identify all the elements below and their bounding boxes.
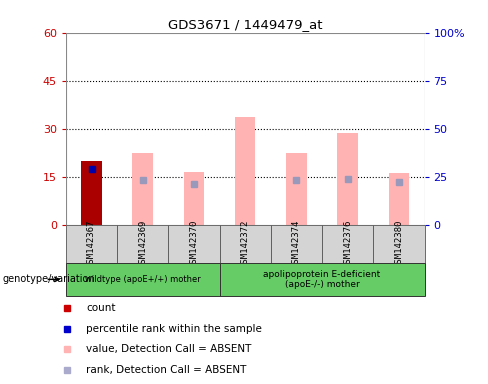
Bar bbox=[117, 225, 168, 263]
Text: value, Detection Call = ABSENT: value, Detection Call = ABSENT bbox=[86, 344, 252, 354]
Bar bbox=[235, 118, 256, 225]
Text: GSM142372: GSM142372 bbox=[241, 220, 250, 268]
Bar bbox=[66, 225, 117, 263]
Bar bbox=[271, 225, 322, 263]
Text: GSM142370: GSM142370 bbox=[189, 220, 199, 268]
Bar bbox=[373, 225, 425, 263]
Bar bbox=[220, 263, 425, 296]
Bar bbox=[286, 153, 307, 225]
Text: apolipoprotein E-deficient
(apoE-/-) mother: apolipoprotein E-deficient (apoE-/-) mot… bbox=[264, 270, 381, 289]
Bar bbox=[220, 225, 271, 263]
Text: GSM142380: GSM142380 bbox=[394, 220, 404, 268]
Text: wildtype (apoE+/+) mother: wildtype (apoE+/+) mother bbox=[85, 275, 201, 284]
Text: rank, Detection Call = ABSENT: rank, Detection Call = ABSENT bbox=[86, 365, 247, 375]
Text: GSM142369: GSM142369 bbox=[138, 220, 147, 268]
Text: count: count bbox=[86, 303, 116, 313]
Bar bbox=[66, 263, 220, 296]
Bar bbox=[168, 225, 220, 263]
Bar bbox=[389, 174, 409, 225]
Text: GSM142376: GSM142376 bbox=[343, 220, 352, 268]
Bar bbox=[184, 172, 204, 225]
Text: GSM142367: GSM142367 bbox=[87, 220, 96, 268]
Text: percentile rank within the sample: percentile rank within the sample bbox=[86, 324, 262, 334]
Bar bbox=[322, 225, 373, 263]
Title: GDS3671 / 1449479_at: GDS3671 / 1449479_at bbox=[168, 18, 323, 31]
Bar bbox=[338, 134, 358, 225]
Text: genotype/variation: genotype/variation bbox=[2, 274, 95, 285]
Bar bbox=[133, 153, 153, 225]
Text: GSM142374: GSM142374 bbox=[292, 220, 301, 268]
Bar bbox=[81, 161, 102, 225]
